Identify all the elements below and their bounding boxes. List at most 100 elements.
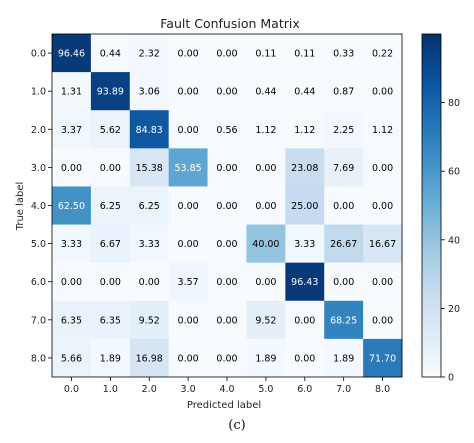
heatmap-cell: [246, 186, 286, 225]
cell-value-label: 3.33: [61, 239, 82, 250]
heatmap-cell: [168, 300, 208, 340]
heatmap-cell: [168, 148, 208, 187]
confusion-matrix-figure: Fault Confusion Matrix 96.46 0.44 2.32 0.00…: [15, 16, 460, 411]
heatmap-cell: [363, 300, 403, 340]
cell-value-label: 0.00: [61, 163, 82, 174]
x-tick-label: 0.0: [64, 384, 79, 395]
cell-value-label: 0.00: [255, 201, 276, 212]
colorbar-tick-label: 0: [448, 372, 454, 383]
cell-value-label: 0.00: [216, 87, 237, 98]
heatmap-cell: [168, 224, 208, 264]
heatmap-cell: [168, 186, 208, 225]
heatmap-cell: [324, 338, 364, 378]
colorbar-tick-label: 60: [448, 167, 460, 178]
cell-value-label: 0.00: [216, 163, 237, 174]
cell-value-label: 1.12: [294, 125, 315, 136]
cell-value-label: 0.33: [333, 49, 354, 60]
heatmap-cell: [207, 224, 247, 264]
heatmap-cell: [168, 262, 208, 302]
heatmap-cell: [363, 110, 403, 149]
heatmap-cell: [168, 72, 208, 111]
cell-value-label: 3.33: [139, 239, 160, 250]
colorbar-tick-label: 20: [448, 304, 460, 315]
cell-value-label: 0.56: [216, 125, 237, 136]
heatmap-cell: [90, 338, 131, 378]
y-axis-ticks: 0.0 1.0 2.0 3.0 4.0 5.0 6.0 7.0 8.0: [31, 49, 52, 364]
y-tick-label: 4.0: [31, 201, 46, 212]
cell-value-label: 0.00: [216, 201, 237, 212]
heatmap-cell: [285, 110, 325, 149]
heatmap-cell: [207, 72, 247, 111]
heatmap-cell: [324, 72, 364, 111]
heatmap-cell: [207, 338, 247, 378]
x-tick-label: 6.0: [297, 384, 312, 395]
heatmap-cell: [52, 186, 92, 225]
heatmap-cell: [324, 300, 364, 340]
cell-value-label: 3.57: [178, 277, 199, 288]
heatmap-cell: [168, 338, 208, 378]
cell-value-label: 0.00: [372, 315, 393, 326]
cell-value-label: 0.44: [255, 87, 276, 98]
cell-value-label: 0.00: [255, 277, 276, 288]
cell-value-label: 15.38: [136, 163, 163, 174]
cell-value-label: 0.11: [294, 49, 315, 60]
cell-value-label: 0.00: [372, 87, 393, 98]
cell-value-label: 16.98: [136, 353, 163, 364]
cell-value-label: 84.83: [136, 125, 163, 136]
heatmap-cell: [324, 186, 364, 225]
heatmap-cell: [129, 72, 170, 111]
heatmap-cell: [168, 34, 208, 73]
heatmap-cell: [129, 186, 170, 225]
cell-value-label: 40.00: [252, 239, 279, 250]
heatmap-cell: [285, 262, 325, 302]
cell-value-label: 0.00: [100, 277, 121, 288]
y-tick-label: 0.0: [31, 49, 46, 60]
heatmap-cell: [52, 262, 92, 302]
heatmap-cell: [363, 148, 403, 187]
heatmap-cell: [52, 338, 92, 378]
heatmap-cell: [90, 148, 131, 187]
cell-value-label: 0.44: [294, 87, 315, 98]
cell-value-label: 0.00: [216, 353, 237, 364]
heatmap-cell: [363, 262, 403, 302]
cell-value-label: 1.89: [255, 353, 276, 364]
cell-value-label: 0.00: [333, 277, 354, 288]
cell-value-label: 2.25: [333, 125, 354, 136]
heatmap-cell: [207, 110, 247, 149]
heatmap-cell: [246, 224, 286, 264]
heatmap-cell: [285, 186, 325, 225]
cell-value-label: 0.44: [100, 49, 121, 60]
cell-value-label: 26.67: [330, 239, 357, 250]
heatmap-cell: [129, 110, 170, 149]
cell-value-label: 96.43: [291, 277, 318, 288]
heatmap-cell: [90, 300, 131, 340]
cell-value-label: 6.35: [61, 315, 82, 326]
heatmap-cell: [129, 262, 170, 302]
heatmap-cell: [207, 300, 247, 340]
heatmap-cell-labels: 96.46 0.44 2.32 0.00 0.00 0.11 0.11 0.33 0.22 1.3…: [58, 49, 396, 365]
y-tick-label: 6.0: [31, 277, 46, 288]
colorbar-tick-label: 40: [448, 235, 460, 246]
cell-value-label: 0.00: [216, 49, 237, 60]
cell-value-label: 0.00: [100, 163, 121, 174]
y-axis-label: True label: [15, 182, 26, 232]
heatmap-cell: [129, 300, 170, 340]
colorbar-tick-label: 80: [448, 98, 460, 109]
cell-value-label: 0.00: [178, 353, 199, 364]
heatmap-cell: [246, 72, 286, 111]
heatmap-cell: [324, 224, 364, 264]
cell-value-label: 1.89: [333, 353, 354, 364]
heatmap-cell: [207, 34, 247, 73]
heatmap-cell: [52, 224, 92, 264]
heatmap-cells: [52, 34, 403, 378]
heatmap-cell: [52, 34, 92, 73]
cell-value-label: 0.00: [178, 201, 199, 212]
cell-value-label: 3.37: [61, 125, 82, 136]
chart-title: Fault Confusion Matrix: [160, 16, 299, 31]
heatmap-cell: [363, 186, 403, 225]
heatmap-cell: [52, 148, 92, 187]
heatmap-cell: [324, 34, 364, 73]
cell-value-label: 0.00: [294, 353, 315, 364]
heatmap-cell: [207, 186, 247, 225]
cell-value-label: 0.00: [216, 277, 237, 288]
